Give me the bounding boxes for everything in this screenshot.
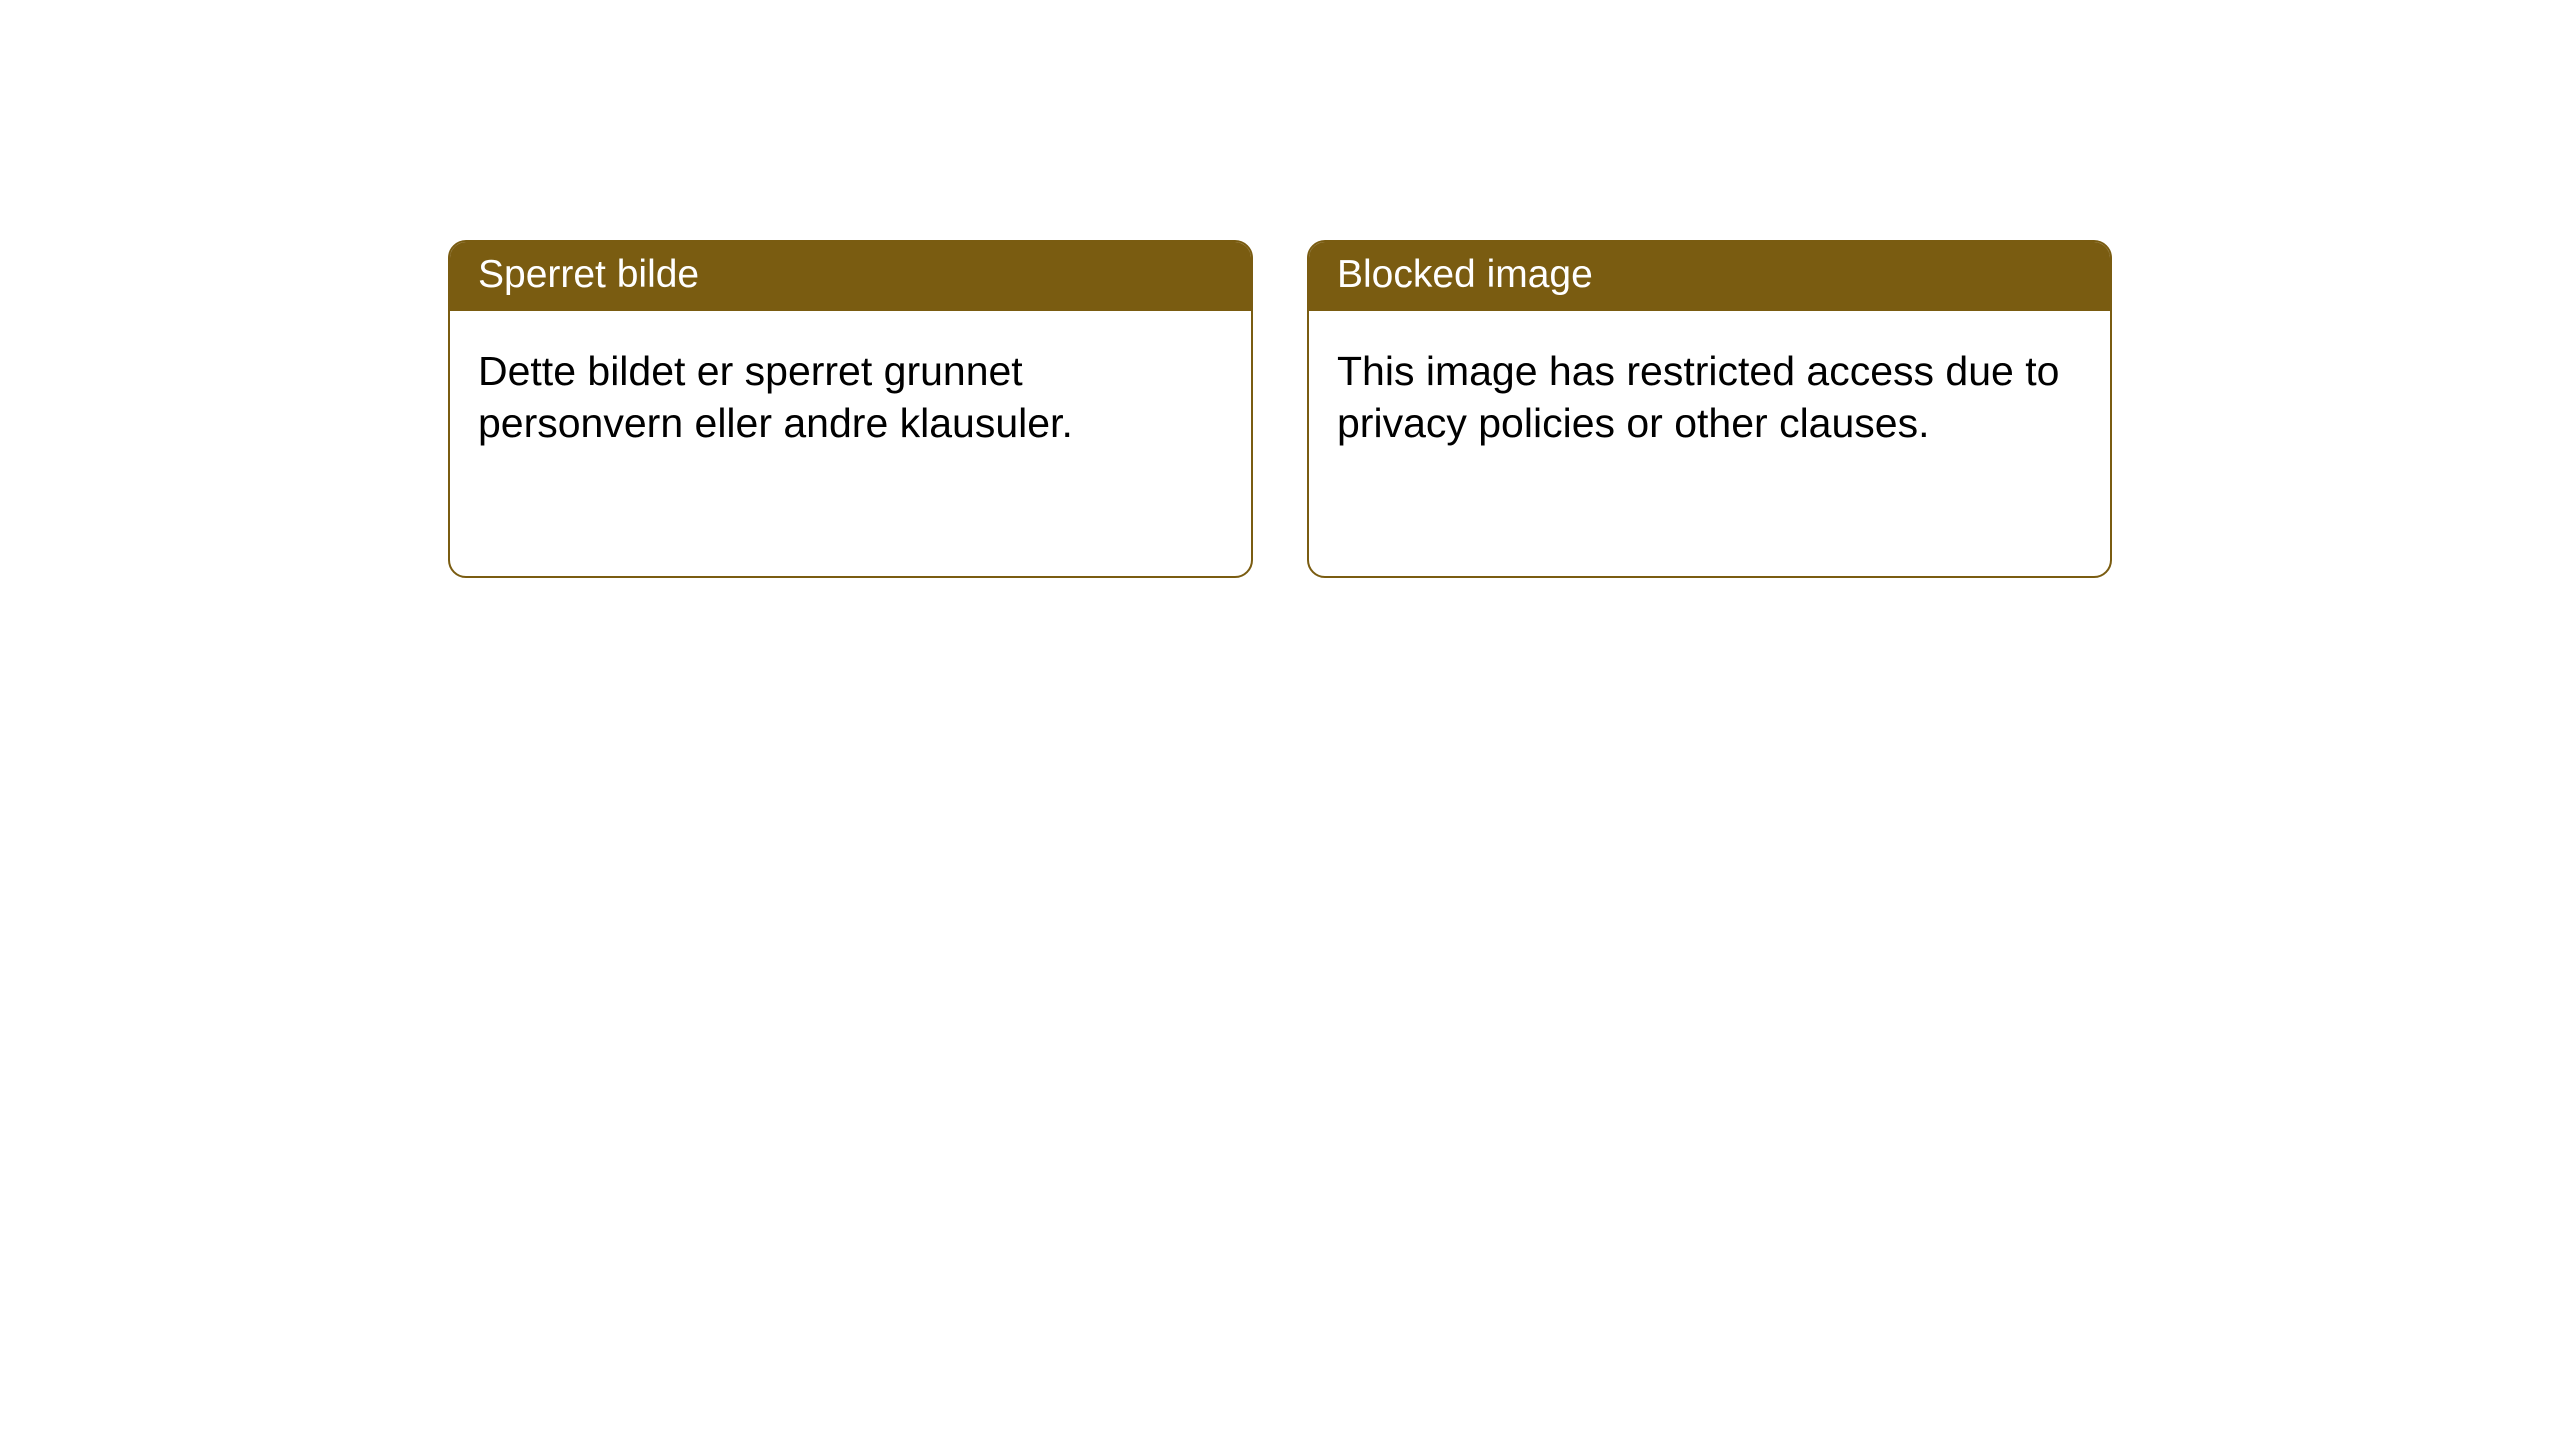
notice-card-norwegian: Sperret bilde Dette bildet er sperret gr… [448,240,1253,578]
notice-body: This image has restricted access due to … [1309,311,2110,484]
notice-body: Dette bildet er sperret grunnet personve… [450,311,1251,484]
notice-title: Blocked image [1309,242,2110,311]
notice-container: Sperret bilde Dette bildet er sperret gr… [0,0,2560,578]
notice-title: Sperret bilde [450,242,1251,311]
notice-card-english: Blocked image This image has restricted … [1307,240,2112,578]
